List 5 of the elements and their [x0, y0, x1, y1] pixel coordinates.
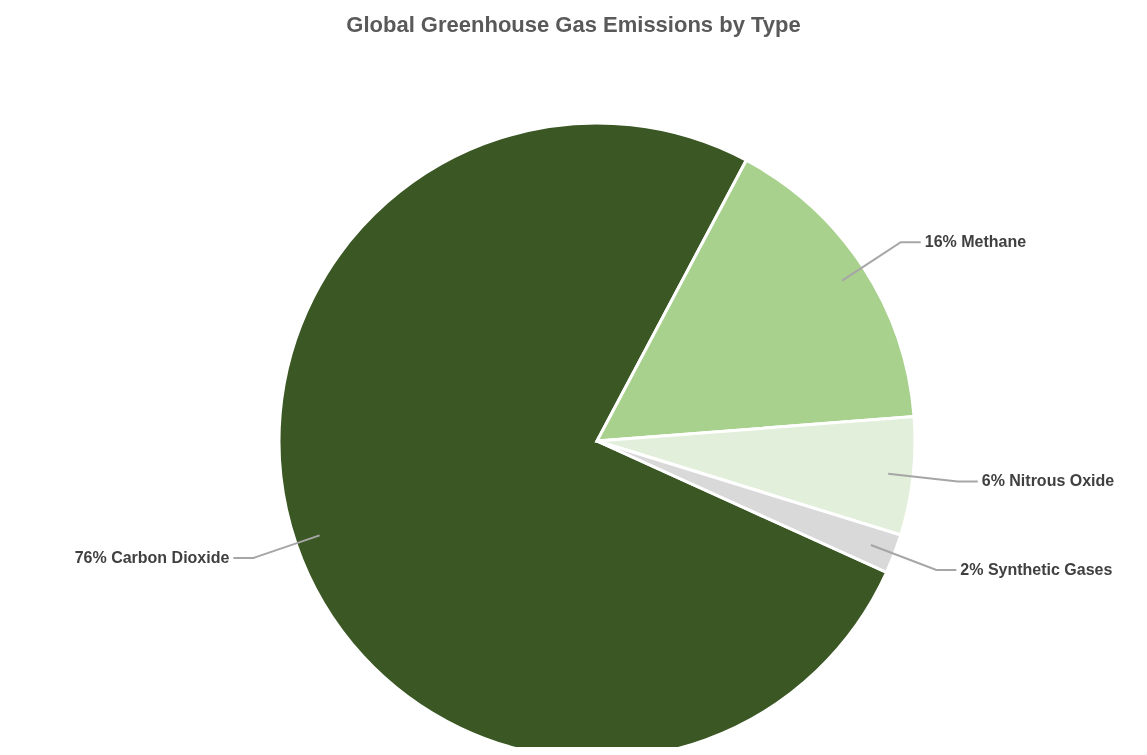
slice-label: 16% Methane — [924, 233, 1027, 251]
chart-title: Global Greenhouse Gas Emissions by Type — [345, 12, 802, 38]
slice-label: 2% Synthetic Gases — [960, 560, 1113, 578]
slice-label: 6% Nitrous Oxide — [981, 472, 1115, 490]
slice-label: 76% Carbon Dioxide — [74, 548, 230, 566]
